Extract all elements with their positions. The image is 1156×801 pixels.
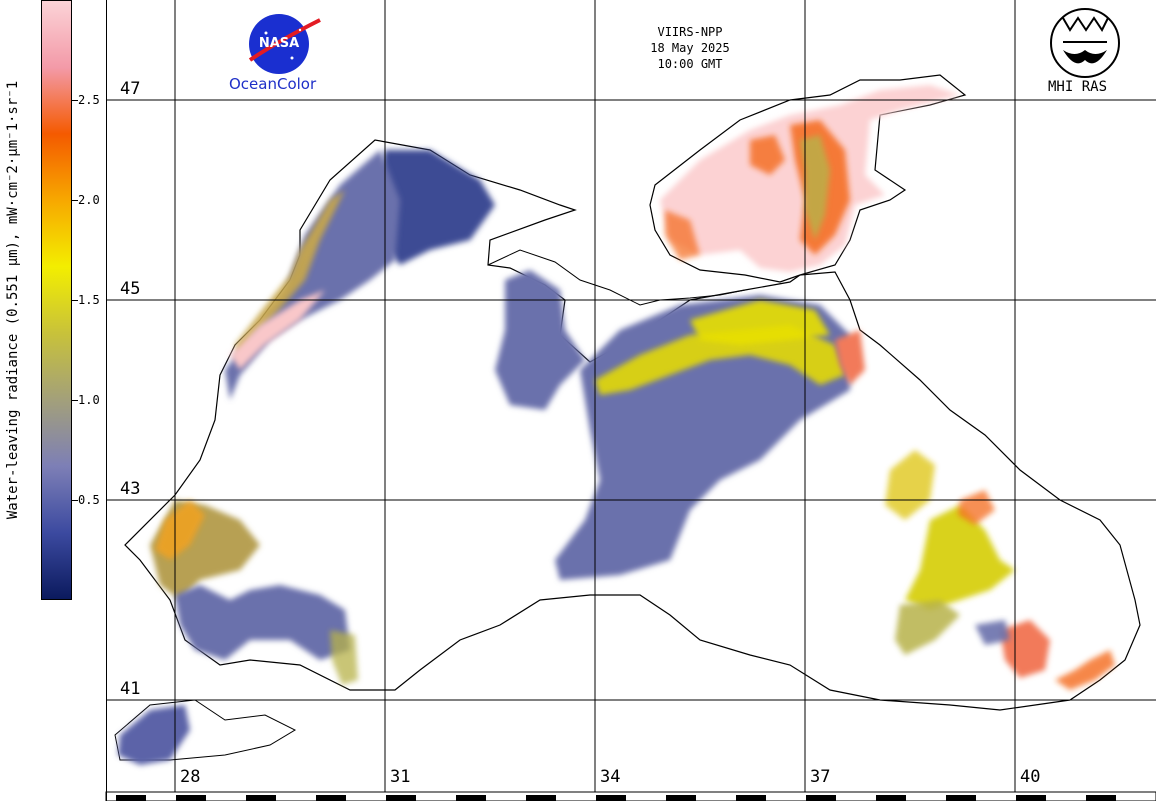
longitude-label: 37 — [810, 767, 831, 787]
header-info: VIIRS-NPP 18 May 2025 10:00 GMT — [620, 24, 760, 72]
colorbar-title: Water-leaving radiance (0.551 µm), mW·cm… — [5, 80, 21, 520]
mhi-ras-logo — [1050, 8, 1120, 78]
oceancolor-text: OceanColor — [229, 75, 317, 93]
longitude-label: 40 — [1020, 767, 1041, 787]
colorbar: Water-leaving radiance (0.551 µm), mW·cm… — [0, 0, 106, 801]
colorbar-tick-label: 0.5 — [78, 493, 100, 507]
scale-bar — [105, 791, 1156, 801]
satellite-label: VIIRS-NPP — [657, 25, 723, 39]
colorbar-tick-label: 2.0 — [78, 193, 100, 207]
longitude-label: 28 — [180, 767, 201, 787]
colorbar-gradient — [41, 0, 72, 600]
crimea-coast — [487, 249, 746, 306]
graticule — [106, 0, 1156, 792]
longitude-label: 34 — [600, 767, 621, 787]
latitude-label: 47 — [120, 79, 141, 99]
nasa-logo — [248, 14, 321, 74]
colorbar-tick-label: 1.0 — [78, 393, 100, 407]
latitude-label: 41 — [120, 679, 141, 699]
radiance-field — [118, 85, 1115, 765]
map-left-border — [106, 0, 107, 801]
nasa-logo-text: NASA — [258, 36, 300, 51]
colorbar-tick-label: 2.5 — [78, 93, 100, 107]
latitude-label: 45 — [120, 279, 141, 299]
date-label: 18 May 2025 — [650, 41, 730, 55]
colorbar-tick-label: 1.5 — [78, 293, 100, 307]
mhi-ras-text: MHI RAS — [1048, 79, 1108, 95]
time-label: 10:00 GMT — [657, 57, 723, 71]
longitude-label: 31 — [390, 767, 411, 787]
latitude-label: 43 — [120, 479, 141, 499]
